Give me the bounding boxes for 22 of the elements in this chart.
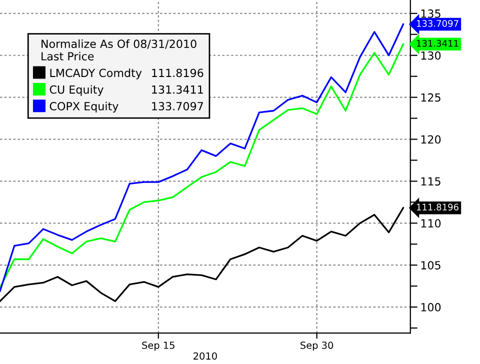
y-tick-label: 135 <box>421 9 440 18</box>
x-tick-label: Sep 30 <box>300 342 334 351</box>
text: 111.8196 <box>152 68 204 78</box>
y-tick-label: 115 <box>421 177 440 186</box>
data-label: 131.3411 <box>416 40 458 47</box>
x-tick-label: Sep 15 <box>142 342 174 351</box>
x-axis-title: 2010 <box>194 352 217 360</box>
line-series <box>0 207 404 302</box>
y-tick-label: 120 <box>421 135 441 144</box>
legend-label: CU Equity <box>50 85 104 96</box>
legend-label: LMCADY Comdty <box>50 68 142 80</box>
text: 131.3411 <box>152 85 203 94</box>
y-tick-label: 125 <box>421 93 440 102</box>
data-label: 111.8196 <box>416 204 458 211</box>
legend-title: Normalize As Of 08/31/2010 Last Price <box>42 39 196 60</box>
y-tick-label: 130 <box>421 51 441 60</box>
y-tick-label: 105 <box>421 261 440 270</box>
text: 133.7097 <box>152 102 203 110</box>
y-tick-label: 100 <box>421 303 441 312</box>
y-tick-label: 110 <box>421 219 441 228</box>
data-label: 133.7097 <box>416 20 458 27</box>
legend-label: COPX Equity <box>50 102 118 113</box>
